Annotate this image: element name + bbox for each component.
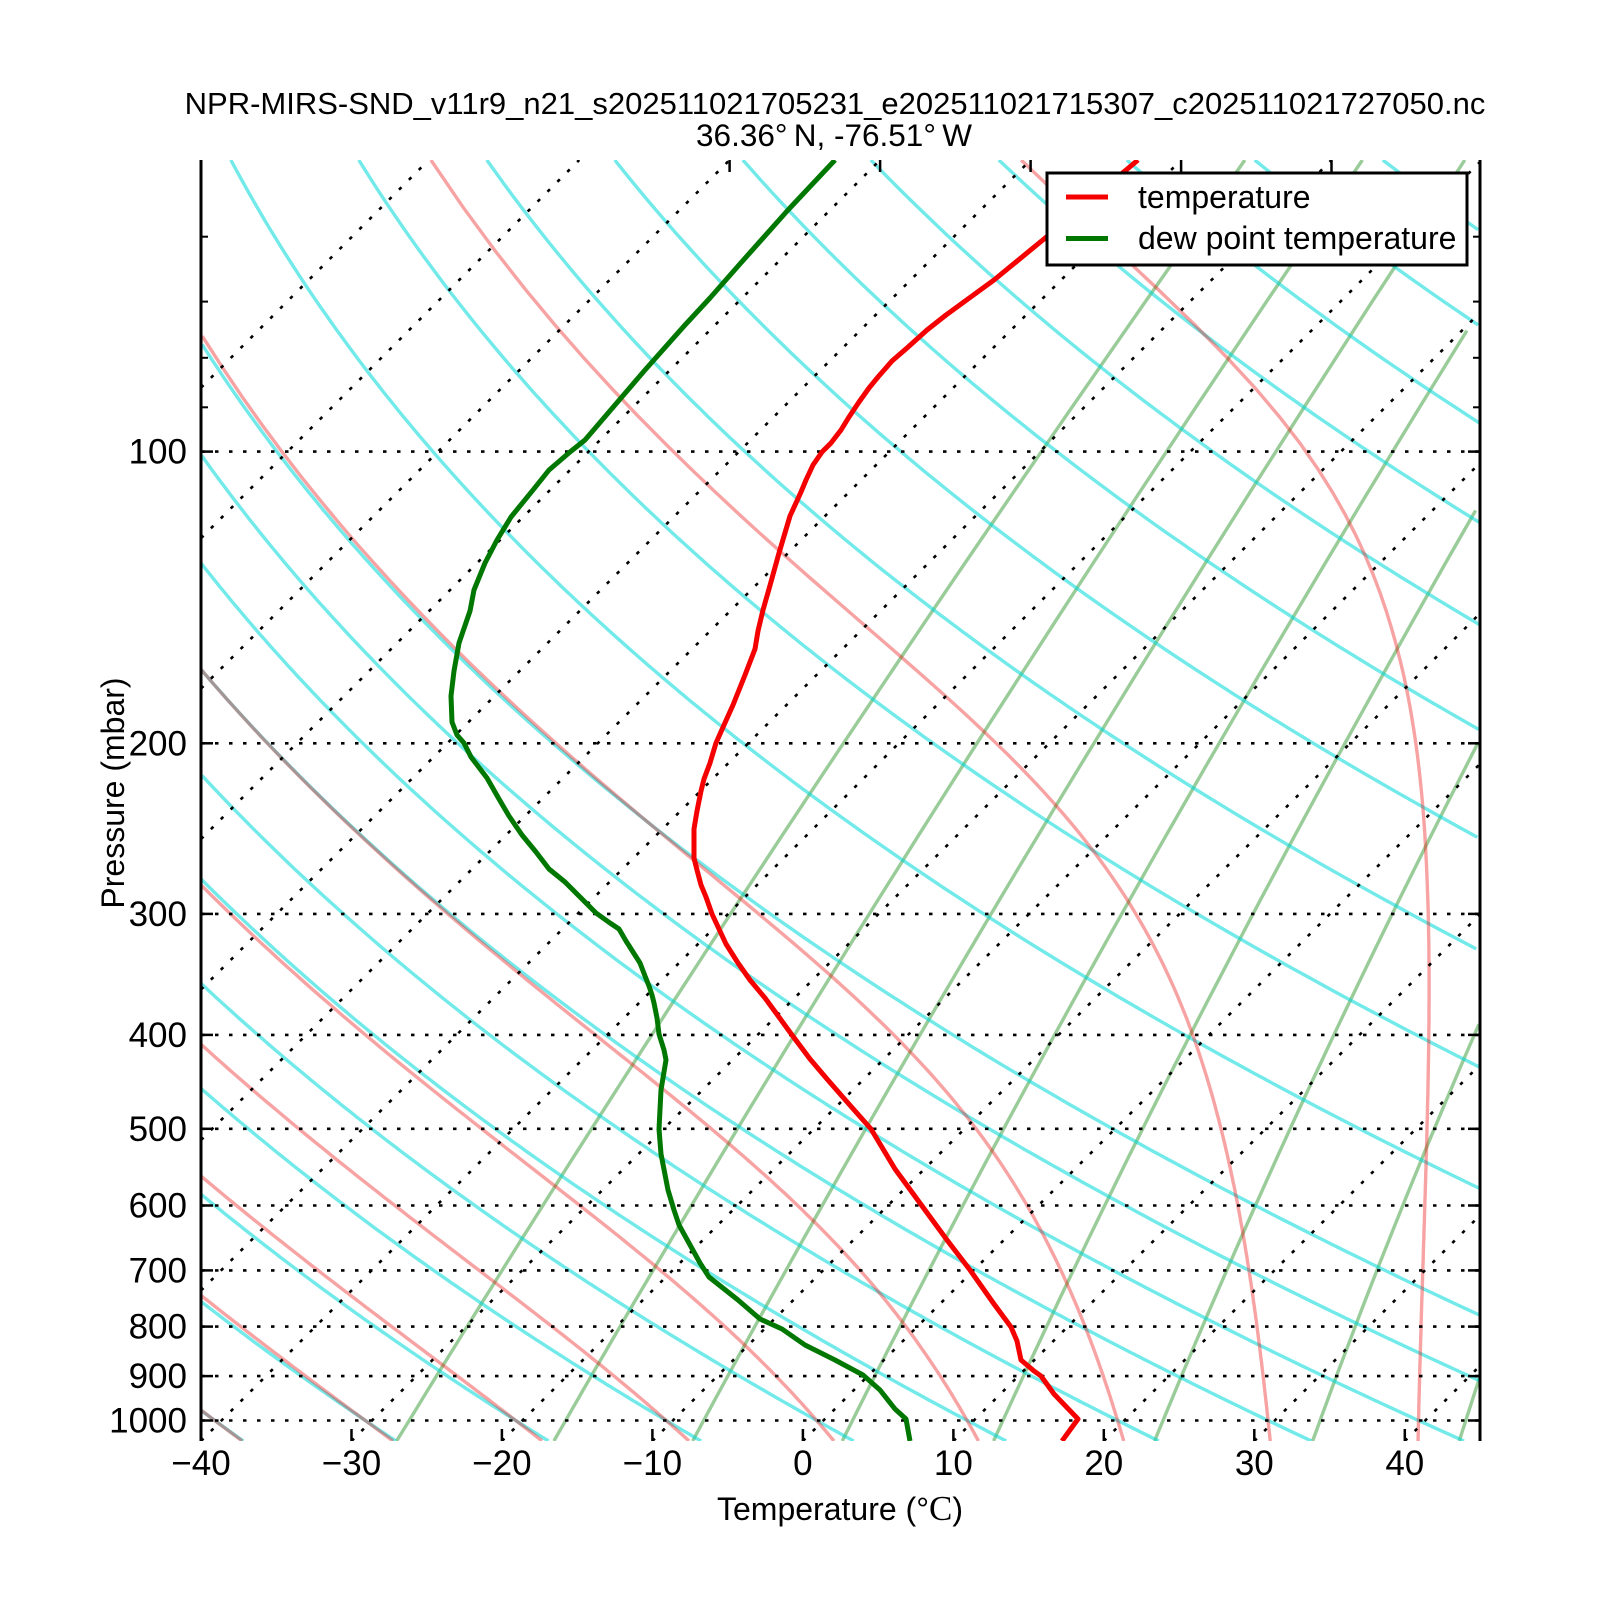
svg-text:400: 400 [129, 1016, 187, 1055]
svg-text:200: 200 [129, 724, 187, 763]
svg-text:Temperature (°C): Temperature (°C) [717, 1489, 963, 1528]
svg-text:10: 10 [934, 1444, 973, 1483]
svg-text:NPR-MIRS-SND_v11r9_n21_s202511: NPR-MIRS-SND_v11r9_n21_s202511021705231_… [185, 86, 1486, 121]
svg-text:800: 800 [129, 1308, 187, 1347]
svg-text:40: 40 [1385, 1444, 1424, 1483]
svg-text:100: 100 [129, 433, 187, 472]
svg-text:−20: −20 [472, 1444, 531, 1483]
svg-text:30: 30 [1235, 1444, 1274, 1483]
svg-text:dew point temperature: dew point temperature [1138, 220, 1456, 256]
svg-text:20: 20 [1084, 1444, 1123, 1483]
svg-text:300: 300 [129, 895, 187, 934]
svg-text:temperature: temperature [1138, 179, 1311, 215]
svg-text:−40: −40 [171, 1444, 230, 1483]
svg-text:36.36° N, -76.51° W: 36.36° N, -76.51° W [696, 117, 972, 153]
svg-text:500: 500 [129, 1110, 187, 1149]
svg-text:−30: −30 [322, 1444, 381, 1483]
svg-text:−10: −10 [623, 1444, 682, 1483]
svg-text:600: 600 [129, 1187, 187, 1226]
svg-text:900: 900 [129, 1357, 187, 1396]
svg-text:0: 0 [793, 1444, 812, 1483]
svg-text:Pressure (mbar): Pressure (mbar) [95, 677, 131, 908]
svg-text:1000: 1000 [109, 1401, 187, 1440]
svg-text:700: 700 [129, 1251, 187, 1290]
